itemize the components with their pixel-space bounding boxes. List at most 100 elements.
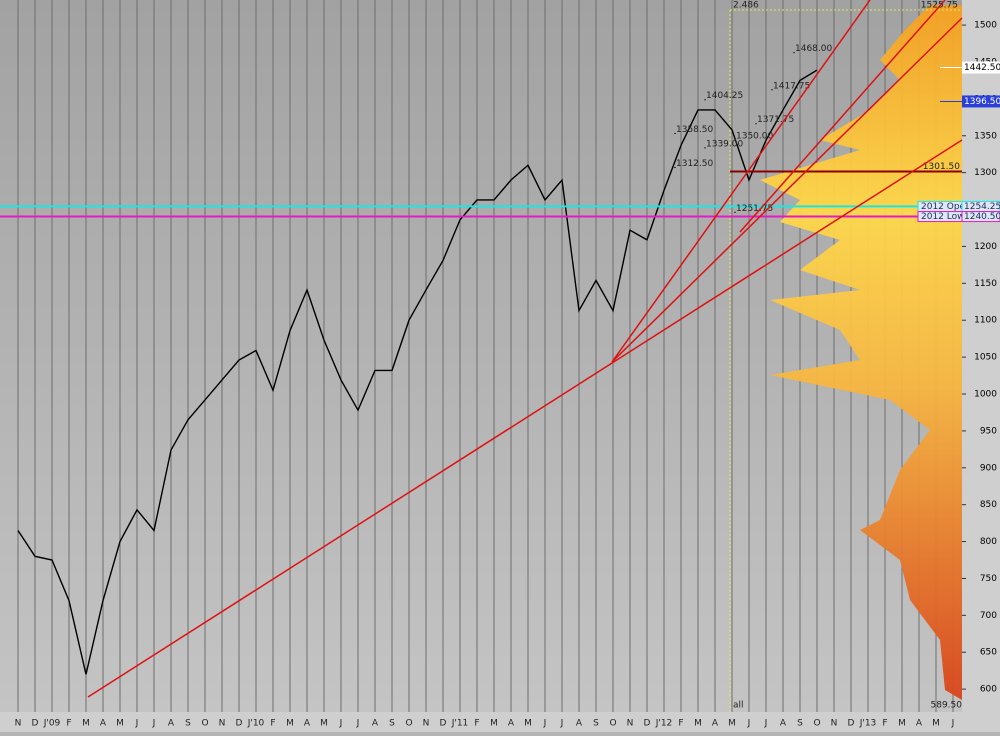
trend-line xyxy=(87,139,963,698)
y-tick-label: 600 xyxy=(980,685,997,695)
x-tick-label: J'13 xyxy=(859,719,877,729)
x-tick-label: A xyxy=(576,719,583,729)
x-tick-label: D xyxy=(236,719,243,729)
x-tick-label: M xyxy=(82,719,90,729)
profile-high: 1525.75 xyxy=(921,1,958,11)
x-tick-label: J xyxy=(152,719,156,729)
level-label: 2012 Open xyxy=(921,202,971,212)
x-tick-label: J xyxy=(135,719,139,729)
x-tick-label: N xyxy=(219,719,226,729)
annotation: 1404.25 xyxy=(706,91,743,101)
x-tick-label: J'10 xyxy=(247,719,265,729)
x-tick-label: A xyxy=(712,719,719,729)
grid xyxy=(17,0,954,712)
level-price: 1240.50 xyxy=(964,212,1000,222)
y-tick-label: 750 xyxy=(980,574,997,584)
x-tick-label: A xyxy=(372,719,379,729)
x-tick-label: J xyxy=(356,719,360,729)
x-tick-label: A xyxy=(780,719,787,729)
annotation: 1417.75 xyxy=(773,81,810,91)
x-tick-label: N xyxy=(627,719,634,729)
x-tick-label: M xyxy=(116,719,124,729)
y-tick-label: 1350 xyxy=(974,131,997,141)
level-price-tag xyxy=(961,211,1000,223)
profile-note: 2.486 xyxy=(733,1,759,11)
y-tick-label: 1100 xyxy=(974,316,997,326)
y-tick-label: 1500 xyxy=(974,21,997,31)
x-tick-label: O xyxy=(813,719,820,729)
y-tick-label: 950 xyxy=(980,426,997,436)
x-tick-label: M xyxy=(898,719,906,729)
x-tick-label: F xyxy=(474,719,479,729)
y-tick-label: 1000 xyxy=(974,389,997,399)
x-tick-label: F xyxy=(66,719,71,729)
profile-low: 589.50 xyxy=(931,701,963,711)
trend-line xyxy=(611,0,871,363)
price-line xyxy=(17,69,818,675)
annotation: 1358.50 xyxy=(676,125,713,135)
x-tick-label: M xyxy=(320,719,328,729)
x-tick-label: A xyxy=(916,719,923,729)
price-tag-label: 1396.50 xyxy=(964,97,1000,107)
trend-line xyxy=(739,0,946,233)
x-tick-label: F xyxy=(270,719,275,729)
x-tick-label: S xyxy=(185,719,191,729)
x-tick-label: N xyxy=(15,719,22,729)
x-axis-panel xyxy=(0,712,962,732)
trend-line xyxy=(611,17,963,363)
x-tick-label: O xyxy=(609,719,616,729)
level-label: 2012 Low xyxy=(921,212,965,222)
x-tick-label: M xyxy=(932,719,940,729)
x-tick-label: J xyxy=(747,719,751,729)
x-tick-label: S xyxy=(593,719,599,729)
y-tick-label: 800 xyxy=(980,537,997,547)
x-tick-label: J xyxy=(951,719,955,729)
x-tick-label: F xyxy=(678,719,683,729)
x-tick-label: M xyxy=(694,719,702,729)
x-tick-label: A xyxy=(508,719,515,729)
y-axis-panel xyxy=(962,0,1000,732)
volume-profile xyxy=(760,5,962,700)
x-tick-label: A xyxy=(100,719,107,729)
x-tick-label: N xyxy=(831,719,838,729)
y-tick-label: 1150 xyxy=(974,279,997,289)
y-tick-label: 650 xyxy=(980,648,997,658)
level-price: 1254.25 xyxy=(964,202,1000,212)
y-tick-label: 1200 xyxy=(974,242,997,252)
x-tick-label: O xyxy=(405,719,412,729)
annotation: 1350.00 xyxy=(736,131,773,141)
x-tick-label: M xyxy=(286,719,294,729)
x-tick-label: D xyxy=(644,719,651,729)
y-tick-label: 850 xyxy=(980,500,997,510)
y-tick-label: 1050 xyxy=(974,353,997,363)
annotation: 1312.50 xyxy=(676,159,713,169)
y-tick-label: 700 xyxy=(980,611,997,621)
x-tick-label: O xyxy=(201,719,208,729)
x-tick-label: J xyxy=(764,719,768,729)
x-tick-label: A xyxy=(168,719,175,729)
x-tick-label: J'11 xyxy=(451,719,469,729)
x-tick-label: M xyxy=(728,719,736,729)
x-tick-label: D xyxy=(440,719,447,729)
annotation: 1468.00 xyxy=(795,44,832,54)
y-tick-label: 1300 xyxy=(974,168,997,178)
level-label: 1301.50 xyxy=(923,162,960,172)
plot-background xyxy=(0,0,962,712)
x-tick-label: D xyxy=(848,719,855,729)
annotation: 1251.75 xyxy=(736,204,773,214)
x-tick-label: D xyxy=(32,719,39,729)
price-tag-label: 1442.50 xyxy=(964,63,1000,73)
x-tick-label: J'12 xyxy=(655,719,673,729)
price-tag xyxy=(962,95,1000,108)
x-tick-label: F xyxy=(882,719,887,729)
profile-range: all xyxy=(733,701,744,711)
x-tick-label: J xyxy=(543,719,547,729)
x-tick-label: A xyxy=(304,719,311,729)
x-tick-label: M xyxy=(524,719,532,729)
x-tick-label: J'09 xyxy=(43,719,61,729)
x-tick-label: J xyxy=(339,719,343,729)
annotation: 1371.75 xyxy=(757,115,794,125)
price-tag xyxy=(962,61,1000,74)
